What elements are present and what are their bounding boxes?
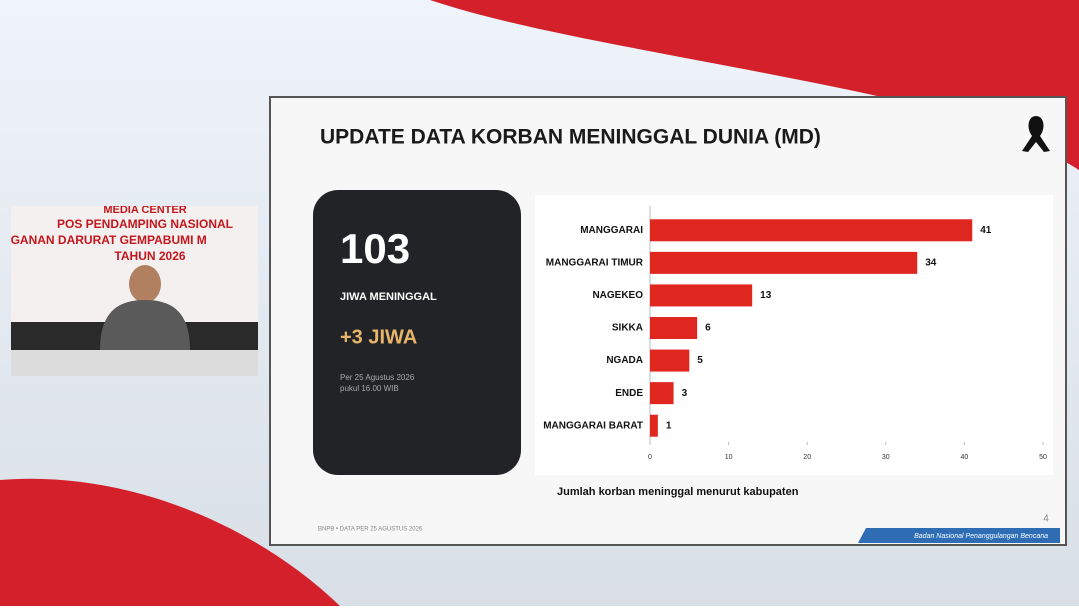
y-tick-label: MANGGARAI BARAT [543, 420, 643, 431]
bar [650, 414, 658, 437]
red-wave-top [430, 0, 1079, 170]
video-inset: MEDIA CENTER POS PENDAMPING NASIONAL ANG… [0, 204, 258, 376]
x-tick-label: 50 [1039, 454, 1047, 461]
value-label: 3 [682, 388, 688, 399]
y-tick-label: SIKKA [612, 323, 643, 334]
value-label: 34 [925, 257, 937, 268]
bar [650, 317, 698, 339]
date: Per 25 Agustus 2026 [340, 373, 415, 382]
bar [650, 284, 753, 307]
bar [650, 349, 690, 372]
bar [650, 251, 918, 274]
person-body [100, 300, 190, 350]
red-wave-bottom [0, 478, 340, 606]
x-tick-label: 10 [725, 454, 733, 461]
agency-name: Badan Nasional Penanggulangan Bencana [914, 533, 1048, 540]
x-tick-label: 30 [882, 454, 890, 461]
x-tick-label: 20 [803, 454, 811, 461]
y-tick-label: MANGGARAI TIMUR [546, 257, 644, 268]
change: +3 JIWA [340, 326, 417, 348]
y-tick-label: MANGGARAI [580, 225, 643, 236]
y-tick-label: ENDE [615, 388, 643, 399]
chart: 0 10 20 30 40 50 MANGGARAI 41 MANGGARAI TIMUR 34 N… [543, 206, 1047, 461]
agency-bar [858, 528, 1060, 543]
banner-line: TAHUN 2026 [114, 249, 185, 263]
x-tick-label: 0 [648, 454, 652, 461]
chart-panel [535, 195, 1053, 475]
value-label: 1 [666, 420, 672, 431]
bar [650, 219, 973, 242]
banner-line: ANGANAN DARURAT GEMPABUMI M [0, 233, 207, 247]
value-label: 6 [705, 323, 711, 334]
total-label: JIWA MENINGGAL [340, 291, 437, 303]
time: pukul 16.00 WIB [340, 384, 399, 393]
page-number: 4 [1043, 514, 1049, 525]
mourning-ribbon [1022, 116, 1050, 152]
total-number: 103 [340, 225, 410, 272]
summary-card [313, 190, 521, 475]
x-tick-label: 40 [961, 454, 969, 461]
person-head [129, 265, 161, 303]
value-label: 41 [980, 225, 992, 236]
y-tick-label: NAGEKEO [592, 290, 643, 301]
slide-title: UPDATE DATA KORBAN MENINGGAL DUNIA (MD) [320, 126, 821, 149]
slide-footer: BNPB • DATA PER 25 AGUSTUS 2026 [318, 527, 423, 533]
banner-line: POS PENDAMPING NASIONAL [57, 217, 233, 231]
value-label: 13 [760, 290, 772, 301]
bar [650, 382, 674, 405]
chart-caption: Jumlah korban meninggal menurut kabupate… [557, 486, 799, 498]
value-label: 5 [697, 355, 703, 366]
banner-line: MEDIA CENTER [103, 204, 186, 216]
y-tick-label: NGADA [606, 355, 643, 366]
desk [11, 350, 258, 376]
